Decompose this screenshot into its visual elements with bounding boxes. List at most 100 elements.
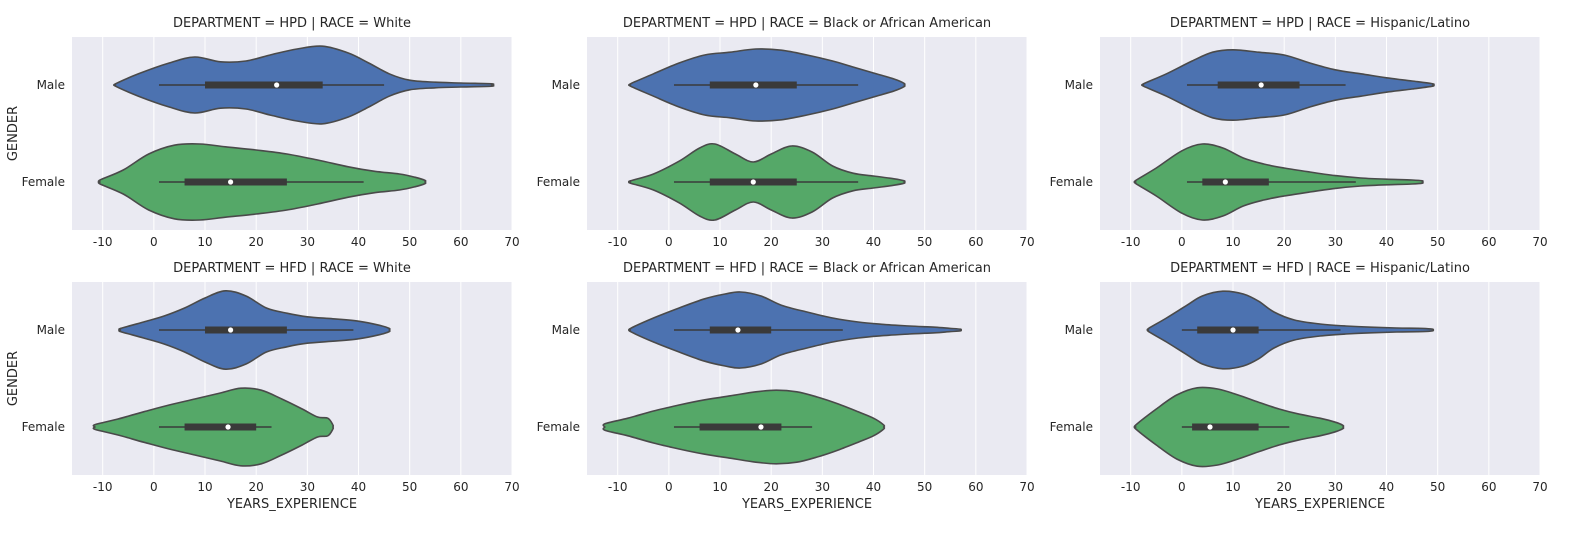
x-tick-label: 10 [1225, 235, 1240, 249]
x-tick-label: 70 [504, 480, 519, 494]
x-tick-label: -10 [1121, 480, 1141, 494]
facet-panel: -10 0 10 20 30 40 50 60 70 DEPARTMENT = HPD | RAC… [6, 16, 520, 249]
y-tick-label: Female [22, 175, 65, 189]
violin-iqr-box [699, 423, 782, 431]
y-tick-label: Female [1050, 175, 1093, 189]
x-tick-label: 70 [504, 235, 519, 249]
violin-median-marker [735, 327, 741, 333]
x-tick-label: -10 [608, 480, 628, 494]
facet-title: DEPARTMENT = HFD | RACE = Hispanic/Latin… [1170, 261, 1470, 276]
violin-median-marker [1258, 82, 1264, 88]
y-axis-label: GENDER [6, 106, 21, 161]
facet-panel: -10 0 10 20 30 40 50 60 70 DEPARTMENT = HFD | RAC… [537, 261, 1035, 512]
x-tick-label: 20 [764, 480, 779, 494]
x-tick-label: 40 [351, 235, 366, 249]
violin-median-marker [274, 82, 280, 88]
violin-median-marker [225, 424, 231, 430]
facet-panel: -10 0 10 20 30 40 50 60 70 DEPARTMENT = HFD | RAC… [1050, 261, 1548, 512]
x-tick-label: 40 [351, 480, 366, 494]
x-tick-label: 0 [150, 480, 158, 494]
x-tick-label: 30 [1328, 480, 1343, 494]
x-tick-label: 30 [815, 480, 830, 494]
y-axis-label: GENDER [6, 351, 21, 406]
x-tick-label: 60 [968, 480, 983, 494]
x-tick-label: 70 [1532, 480, 1547, 494]
x-tick-label: 20 [249, 480, 264, 494]
x-tick-label: 10 [197, 235, 212, 249]
facet-title: DEPARTMENT = HPD | RACE = Black or Afric… [623, 16, 991, 31]
facet-panel: -10 0 10 20 30 40 50 60 70 DEPARTMENT = HFD | RAC… [6, 261, 520, 512]
facet-title: DEPARTMENT = HPD | RACE = Hispanic/Latin… [1170, 16, 1470, 31]
x-tick-label: 30 [300, 235, 315, 249]
x-tick-label: 20 [1277, 480, 1292, 494]
violin-iqr-box [205, 326, 287, 334]
x-tick-label: 10 [197, 480, 212, 494]
x-tick-label: 50 [1430, 235, 1445, 249]
violin-iqr-box [184, 178, 287, 186]
x-tick-label: 70 [1019, 235, 1034, 249]
violin-median-marker [1207, 424, 1213, 430]
x-tick-label: 60 [1481, 235, 1496, 249]
x-tick-label: 50 [402, 480, 417, 494]
x-tick-label: 0 [1178, 480, 1186, 494]
x-tick-label: 0 [665, 235, 673, 249]
violin-median-marker [228, 327, 234, 333]
y-tick-label: Female [1050, 420, 1093, 434]
x-tick-label: 70 [1019, 480, 1034, 494]
violin-median-marker [753, 82, 759, 88]
x-tick-label: -10 [1121, 235, 1141, 249]
x-tick-label: 20 [249, 235, 264, 249]
violin-iqr-box [1192, 423, 1259, 431]
y-tick-label: Female [537, 420, 580, 434]
x-tick-label: 40 [1379, 235, 1394, 249]
facet-panel: -10 0 10 20 30 40 50 60 70 DEPARTMENT = HPD | RAC… [537, 16, 1035, 249]
x-tick-label: 60 [1481, 480, 1496, 494]
x-tick-label: 60 [453, 480, 468, 494]
x-tick-label: 60 [968, 235, 983, 249]
violin-median-marker [1222, 179, 1228, 185]
x-tick-label: 40 [1379, 480, 1394, 494]
x-tick-label: 10 [1225, 480, 1240, 494]
violin-median-marker [1230, 327, 1236, 333]
x-tick-label: 0 [1178, 235, 1186, 249]
x-axis-label: YEARS_EXPERIENCE [226, 497, 357, 512]
x-axis-label: YEARS_EXPERIENCE [741, 497, 872, 512]
x-tick-label: 40 [866, 480, 881, 494]
x-tick-label: 30 [1328, 235, 1343, 249]
x-tick-label: 30 [300, 480, 315, 494]
x-tick-label: 20 [764, 235, 779, 249]
x-tick-label: -10 [608, 235, 628, 249]
y-tick-label: Male [37, 323, 65, 337]
y-tick-label: Male [1065, 323, 1093, 337]
violin-iqr-box [1197, 326, 1259, 334]
x-tick-label: 70 [1532, 235, 1547, 249]
x-tick-label: 20 [1277, 235, 1292, 249]
x-tick-label: 50 [402, 235, 417, 249]
x-tick-label: 0 [665, 480, 673, 494]
x-tick-label: 60 [453, 235, 468, 249]
violin-iqr-box [205, 81, 323, 89]
x-tick-label: 50 [1430, 480, 1445, 494]
x-tick-label: 40 [866, 235, 881, 249]
violin-median-marker [228, 179, 234, 185]
x-tick-label: 10 [712, 235, 727, 249]
facet-title: DEPARTMENT = HFD | RACE = Black or Afric… [623, 261, 991, 276]
y-tick-label: Female [537, 175, 580, 189]
x-tick-label: 10 [712, 480, 727, 494]
x-tick-label: 0 [150, 235, 158, 249]
x-tick-label: 50 [917, 235, 932, 249]
violin-iqr-box [184, 423, 257, 431]
y-tick-label: Male [37, 78, 65, 92]
y-tick-label: Male [552, 78, 580, 92]
violin-median-marker [758, 424, 764, 430]
x-tick-label: 30 [815, 235, 830, 249]
y-tick-label: Male [552, 323, 580, 337]
x-axis-label: YEARS_EXPERIENCE [1254, 497, 1385, 512]
y-tick-label: Female [22, 420, 65, 434]
x-tick-label: -10 [93, 235, 113, 249]
facet-title: DEPARTMENT = HFD | RACE = White [173, 261, 411, 276]
x-tick-label: -10 [93, 480, 113, 494]
violin-median-marker [750, 179, 756, 185]
facet-title: DEPARTMENT = HPD | RACE = White [173, 16, 411, 31]
